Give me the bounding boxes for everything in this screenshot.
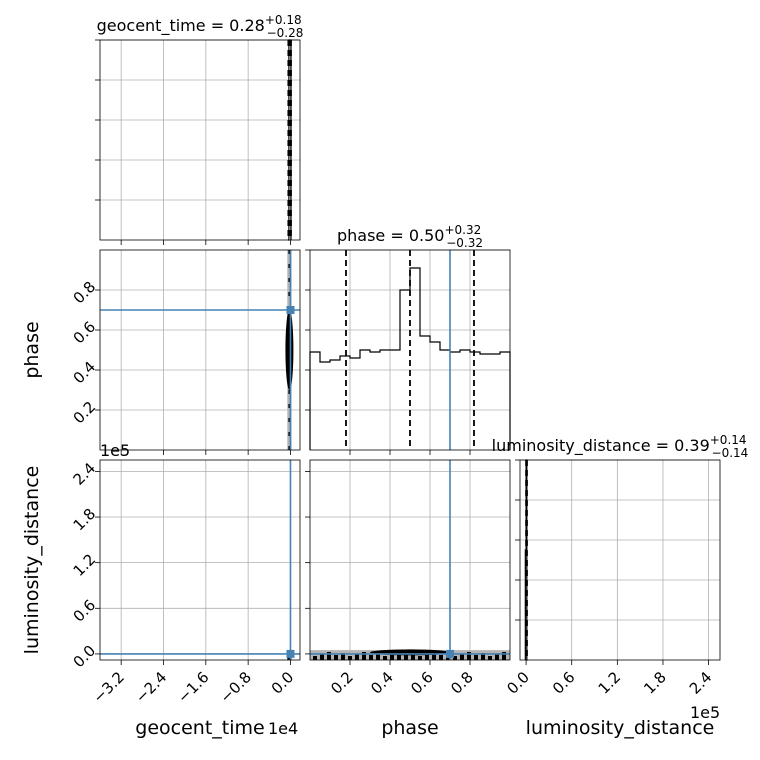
lumdist-phase-density-bars bbox=[313, 652, 506, 660]
geocent_time-x-tick-label: −0.8 bbox=[216, 668, 254, 706]
phase-y-tick-label: 0.4 bbox=[70, 358, 100, 388]
phase-x-tick-label: 0.4 bbox=[367, 668, 397, 698]
lumdist-y-offset-label: 1e5 bbox=[100, 441, 130, 460]
luminosity_distance-title: luminosity_distance = 0.39+0.14 −0.14 bbox=[492, 433, 749, 460]
lumdist-x-offset-label: 1e5 bbox=[690, 703, 720, 722]
geocent_time-title: geocent_time = 0.28+0.18 −0.28 bbox=[97, 13, 304, 40]
density-bar bbox=[348, 656, 352, 660]
lumdist-hist-grid bbox=[520, 459, 720, 660]
geocent-time-offset-label: 1e4 bbox=[268, 719, 298, 738]
luminosity_distance-x-tick-label: 1.2 bbox=[595, 668, 625, 698]
density-bar bbox=[488, 656, 492, 660]
luminosity_distance-x-tick-label: 0.6 bbox=[549, 668, 579, 698]
density-bar bbox=[397, 652, 401, 660]
luminosity_distance-y-tick-label: 1.2 bbox=[70, 550, 100, 580]
phase-title: phase = 0.50+0.32 −0.32 bbox=[337, 223, 483, 250]
density-bar bbox=[369, 655, 373, 660]
geocent_time-x-tick-label: −3.2 bbox=[89, 668, 127, 706]
luminosity_distance-y-tick-label: 0.0 bbox=[70, 642, 100, 672]
density-bar bbox=[418, 656, 422, 660]
density-bar bbox=[481, 653, 485, 660]
phase-hist-frame bbox=[309, 249, 511, 451]
phase-histogram bbox=[309, 267, 511, 450]
geocent_time-x-tick-label: −2.4 bbox=[132, 668, 170, 706]
phase-x-tick-label: 0.8 bbox=[447, 668, 477, 698]
density-bar bbox=[425, 654, 429, 660]
density-bar bbox=[341, 653, 345, 660]
title-plus: +0.18 bbox=[265, 13, 302, 27]
density-bar bbox=[355, 654, 359, 660]
title-text: luminosity_distance = 0.39 bbox=[492, 436, 710, 456]
density-bar bbox=[460, 654, 464, 660]
title-plus: +0.14 bbox=[710, 433, 747, 447]
density-bar bbox=[495, 654, 499, 660]
geocent_time-x-tick-label: 0.0 bbox=[268, 668, 298, 698]
density-bar bbox=[383, 656, 387, 660]
density-bar bbox=[362, 652, 366, 660]
density-bar bbox=[327, 652, 331, 660]
x-axis-label-luminosity-distance: luminosity_distance bbox=[526, 717, 715, 739]
truth-marker bbox=[286, 306, 295, 314]
lumdist-vs-phase-grid bbox=[310, 460, 510, 660]
title-text: phase = 0.50 bbox=[337, 226, 444, 245]
density-bar bbox=[432, 652, 436, 660]
luminosity_distance-x-tick-label: 2.4 bbox=[686, 668, 716, 698]
title-text: geocent_time = 0.28 bbox=[97, 16, 265, 36]
density-bar bbox=[376, 653, 380, 660]
title-minus: −0.14 bbox=[712, 446, 749, 460]
density-bar bbox=[313, 656, 317, 660]
geocent-hist-frame bbox=[99, 39, 301, 241]
lumdist-hist-frame bbox=[519, 459, 721, 661]
title-plus: +0.32 bbox=[444, 223, 481, 237]
density-bar bbox=[502, 652, 506, 660]
luminosity_distance-x-tick-label: 1.8 bbox=[640, 668, 670, 698]
phase-vs-geocent-grid bbox=[100, 250, 300, 450]
phase-y-tick-label: 0.6 bbox=[70, 318, 100, 348]
truth-marker bbox=[446, 649, 454, 658]
density-bar bbox=[411, 653, 415, 660]
luminosity_distance-y-tick-label: 0.6 bbox=[70, 596, 100, 626]
phase-x-tick-label: 0.2 bbox=[327, 668, 357, 698]
density-bar bbox=[334, 655, 338, 660]
luminosity_distance-y-tick-label: 1.8 bbox=[70, 505, 100, 535]
luminosity_distance-x-tick-label: 0.0 bbox=[503, 668, 533, 698]
density-bar bbox=[439, 655, 443, 660]
density-bar bbox=[474, 655, 478, 660]
lumdist-vs-geocent-frame bbox=[99, 459, 301, 661]
phase-vs-geocent-frame bbox=[99, 249, 301, 451]
phase-x-tick-label: 0.6 bbox=[407, 668, 437, 698]
truth-marker bbox=[286, 649, 295, 658]
density-bar bbox=[404, 655, 408, 660]
phase-y-tick-label: 0.2 bbox=[70, 398, 100, 428]
density-bar bbox=[390, 654, 394, 660]
y-axis-label-luminosity-distance: luminosity_distance bbox=[21, 466, 43, 655]
density-bar bbox=[453, 656, 457, 660]
lumdist-vs-geocent-grid bbox=[100, 460, 300, 660]
geocent_time-x-tick-label: −1.6 bbox=[174, 668, 212, 706]
phase-y-tick-label: 0.8 bbox=[70, 278, 100, 308]
lumdist-vs-phase-frame bbox=[309, 459, 511, 661]
x-axis-label-phase: phase bbox=[381, 717, 438, 739]
geocent-hist-grid bbox=[100, 39, 300, 240]
density-bar bbox=[320, 654, 324, 660]
title-minus: −0.32 bbox=[446, 236, 483, 250]
luminosity_distance-y-tick-label: 2.4 bbox=[70, 459, 100, 489]
density-bar bbox=[467, 652, 471, 660]
title-minus: −0.28 bbox=[267, 26, 304, 40]
y-axis-label-phase: phase bbox=[21, 321, 43, 378]
x-axis-label-geocent-time: geocent_time bbox=[135, 717, 264, 739]
